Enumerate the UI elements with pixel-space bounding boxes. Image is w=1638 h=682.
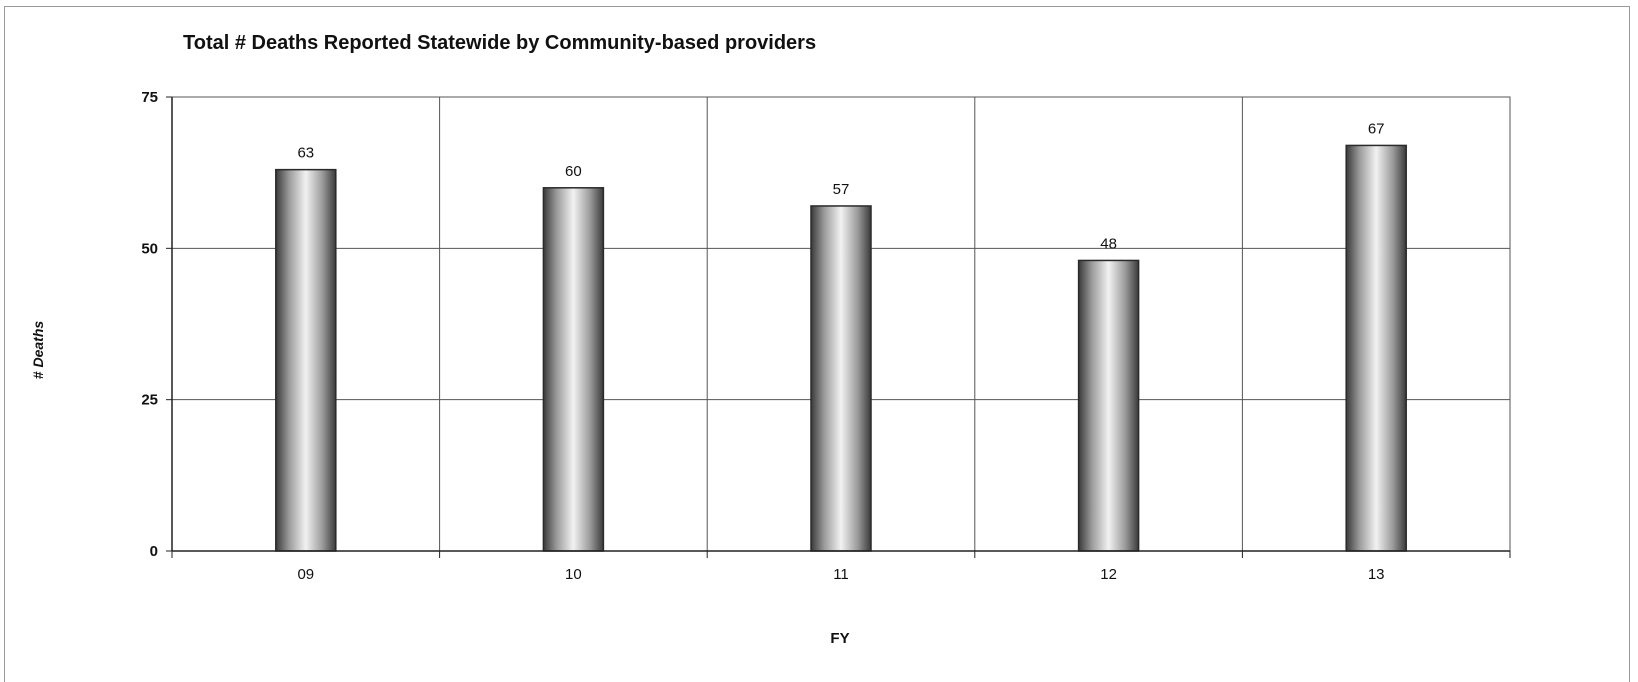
data-label-09: 63 (297, 145, 314, 162)
labels: 0 25 50 75 63 09 60 10 57 11 48 12 67 13 (141, 89, 1384, 583)
data-label-13: 67 (1368, 120, 1385, 137)
y-tick-label: 50 (141, 240, 158, 257)
bar-11 (810, 205, 872, 552)
bar-12 (1077, 259, 1140, 552)
chart-title: Total # Deaths Reported Statewide by Com… (183, 32, 817, 54)
x-tick-label-11: 11 (833, 566, 849, 583)
x-tick-label-10: 10 (565, 566, 582, 583)
data-label-12: 48 (1100, 235, 1117, 252)
x-tick-label-13: 13 (1368, 566, 1385, 583)
x-tick-label-12: 12 (1100, 566, 1117, 583)
bars (275, 144, 1407, 552)
bar-10 (542, 187, 605, 552)
x-tick-label-09: 09 (297, 566, 314, 583)
axes (166, 96, 1511, 558)
bar-09 (275, 168, 337, 552)
data-label-10: 60 (565, 163, 582, 180)
data-label-11: 57 (833, 181, 850, 198)
chart-frame (4, 6, 1630, 682)
y-tick-label: 75 (141, 89, 158, 106)
x-axis-title: FY (830, 630, 850, 647)
bar-13 (1345, 144, 1407, 552)
y-tick-label: 0 (150, 543, 158, 560)
y-tick-label: 25 (141, 392, 158, 409)
